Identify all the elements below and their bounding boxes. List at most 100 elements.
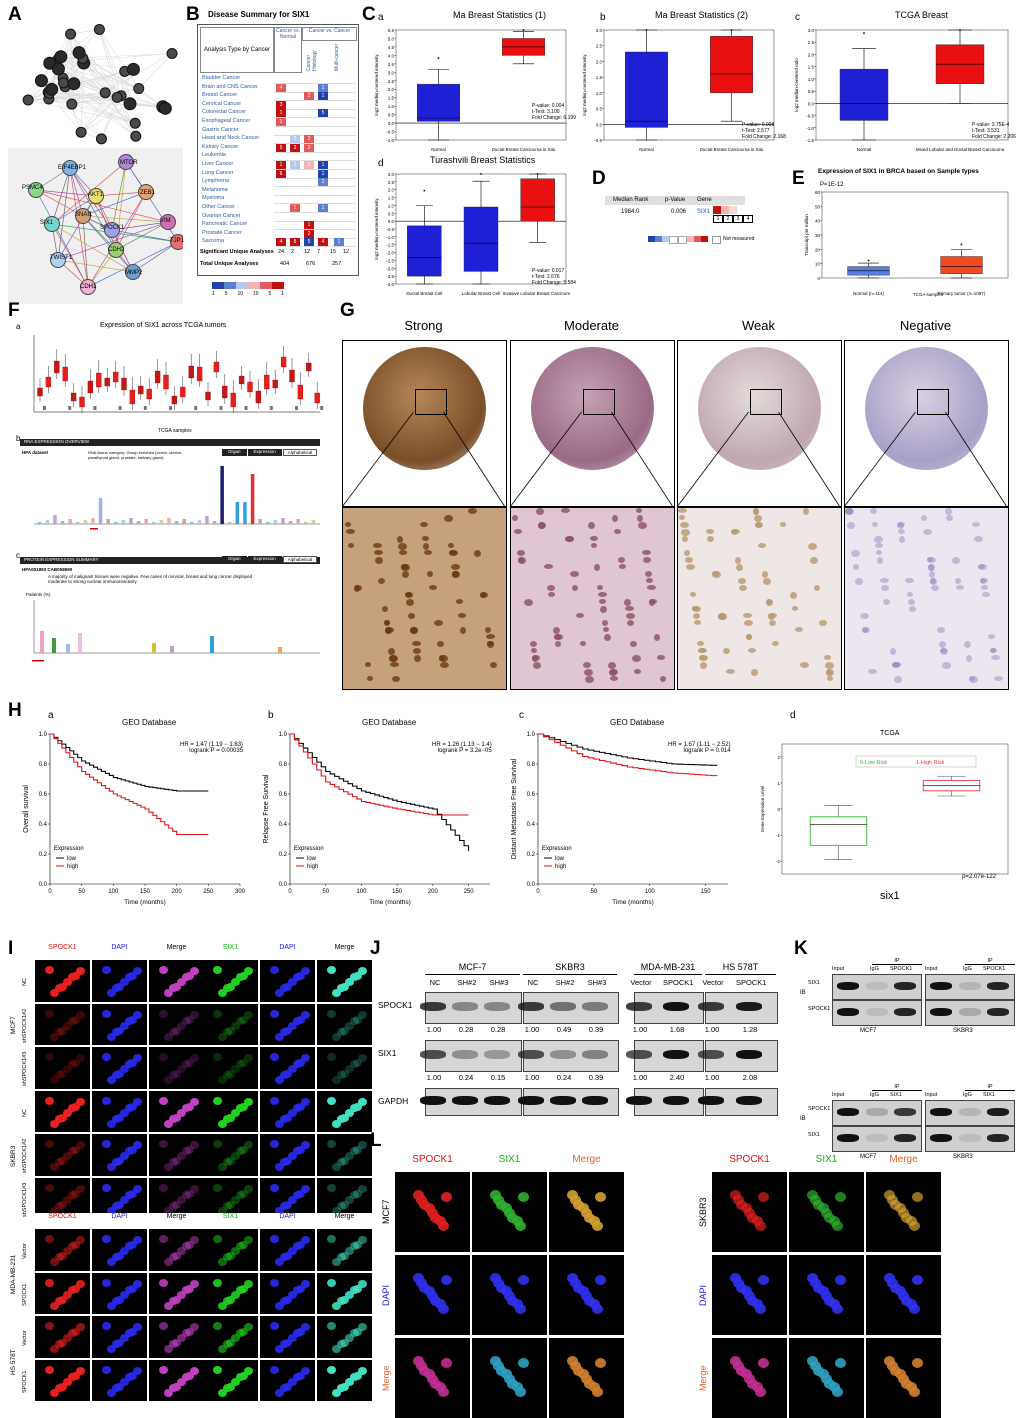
cancer-row-label: Brain and CNS Cancer — [202, 83, 258, 90]
if-cell — [270, 1183, 279, 1192]
if-cell — [45, 1053, 54, 1061]
l-cell — [496, 1283, 507, 1293]
if-image — [35, 1177, 90, 1219]
blot-row-label: SIX1 — [378, 1048, 397, 1058]
hr: HR = 1.67 (1.11 − 2.52) — [668, 742, 731, 748]
y-tick-label: 0.6 — [39, 792, 48, 798]
row-median-rank: 1984.0 — [621, 209, 640, 215]
l-cell — [755, 1387, 766, 1397]
if-cell — [337, 1340, 346, 1348]
not-measured-label: Not measured — [723, 236, 755, 242]
ihc-nucleus — [990, 648, 997, 653]
if-cell — [177, 1377, 186, 1386]
if-cell — [337, 1201, 346, 1210]
sig-value: 12 — [304, 249, 311, 255]
hpa-tabs-c: Organ Expression Alphabetical — [222, 556, 318, 563]
if-cell — [213, 1140, 222, 1148]
network-edge — [51, 223, 89, 288]
x-tick-label: 150 — [392, 889, 403, 895]
table-header-type: Analysis Type by Cancer — [200, 27, 274, 73]
zoom-box — [414, 389, 447, 415]
if-cell — [172, 1070, 181, 1078]
x-tick-label: 100 — [108, 889, 119, 895]
if-cell — [358, 1279, 367, 1288]
if-cell — [337, 1071, 346, 1079]
if-cell — [340, 1026, 349, 1035]
if-cell — [218, 989, 227, 997]
coip-igg-label: IgG — [963, 966, 972, 972]
band — [518, 1050, 544, 1059]
y-tick-label: 3.0 — [808, 28, 815, 33]
ihc-nucleus — [385, 627, 391, 634]
ihc-nucleus — [517, 550, 525, 556]
ihc-nucleus — [972, 522, 980, 527]
ihc-nucleus — [440, 662, 449, 668]
network-edge — [69, 167, 84, 217]
if-image — [92, 1229, 147, 1271]
if-cell — [112, 1071, 121, 1079]
ihc-nucleus — [969, 676, 978, 683]
node-label-psmc4: PSMC4 — [22, 185, 43, 191]
tab-alphabetical[interactable]: Alphabetical — [282, 556, 318, 563]
hr: HR = 1.47 (1.19 − 1.83) — [180, 742, 244, 748]
if-cell — [350, 1060, 359, 1068]
if-cell — [112, 1340, 121, 1348]
band — [987, 1008, 1009, 1016]
l-cell — [912, 1275, 923, 1285]
ihc-nucleus — [981, 585, 988, 590]
if-cell — [231, 1152, 240, 1160]
if-cell — [120, 1065, 129, 1073]
y-tick-label: 5.5 — [388, 28, 395, 33]
coip-antibody-label: SPOCK1 — [890, 966, 913, 972]
ihc-nucleus — [410, 627, 418, 634]
tab-expression[interactable]: Expression — [247, 449, 282, 456]
ihc-nucleus — [694, 620, 701, 625]
ihc-nucleus — [880, 578, 889, 583]
ihc-nucleus — [753, 508, 759, 515]
if-cell — [239, 1015, 248, 1024]
if-cell — [345, 1247, 354, 1255]
if-column-label: DAPI — [111, 944, 128, 951]
if-cell — [182, 1103, 191, 1112]
ihc-nucleus — [908, 599, 915, 605]
if-cell — [125, 1190, 134, 1199]
tab-organ[interactable]: Organ — [222, 556, 247, 563]
network-edge — [51, 89, 136, 124]
legend-title: Expression — [54, 846, 84, 852]
zoom-box — [916, 389, 949, 415]
y-tick-label: 4.5 — [388, 45, 395, 50]
if-cell — [223, 1253, 232, 1261]
hpa-bar — [205, 516, 209, 524]
ihc-nucleus — [964, 641, 971, 648]
box-iqr — [45, 376, 52, 388]
l-if-image — [472, 1338, 547, 1418]
x-tick-label: 250 — [464, 889, 475, 895]
hpa-bar — [121, 520, 126, 524]
l-cell — [573, 1366, 584, 1376]
if-image — [35, 1229, 90, 1271]
l-cell — [912, 1358, 923, 1368]
ihc-nucleus — [892, 662, 901, 668]
if-cell — [301, 1141, 310, 1149]
tab-expression[interactable]: Expression — [247, 556, 282, 563]
blot-group-label: SKBR3 — [555, 962, 585, 972]
tab-organ[interactable]: Organ — [222, 449, 247, 456]
cancer-row-label: Leukemia — [202, 152, 226, 159]
hpa-bar — [144, 519, 148, 524]
if-image — [317, 1316, 372, 1358]
cancer-row-grid — [274, 135, 356, 145]
if-cell — [63, 1290, 72, 1299]
y-tick-label: 50 — [815, 204, 821, 209]
tab-alphabetical[interactable]: Alphabetical — [282, 449, 318, 456]
band — [582, 1050, 608, 1059]
hpa-bar — [83, 520, 88, 524]
y-tick-label: 0.0 — [596, 122, 603, 127]
if-image — [203, 1316, 258, 1358]
if-cell — [270, 1235, 279, 1243]
km-a: 1.00.80.60.40.20.00 50 100 150 200 250 300Time… — [23, 732, 246, 906]
if-cell — [190, 1184, 199, 1193]
if-cell — [345, 1195, 354, 1204]
network-node — [95, 133, 107, 145]
ihc-nucleus — [723, 648, 730, 654]
